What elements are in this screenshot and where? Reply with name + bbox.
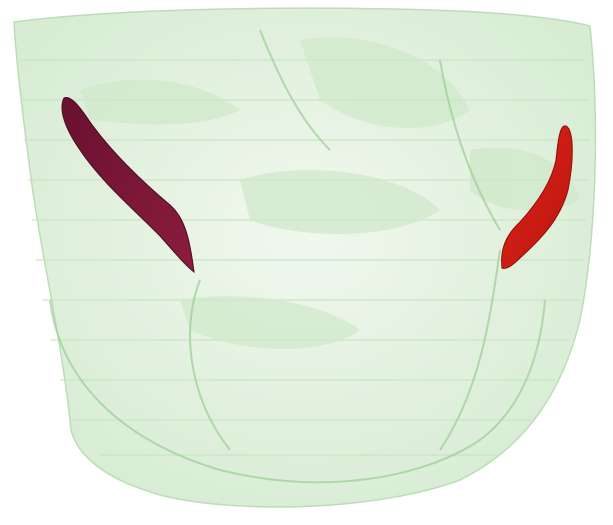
render-view <box>0 0 613 525</box>
